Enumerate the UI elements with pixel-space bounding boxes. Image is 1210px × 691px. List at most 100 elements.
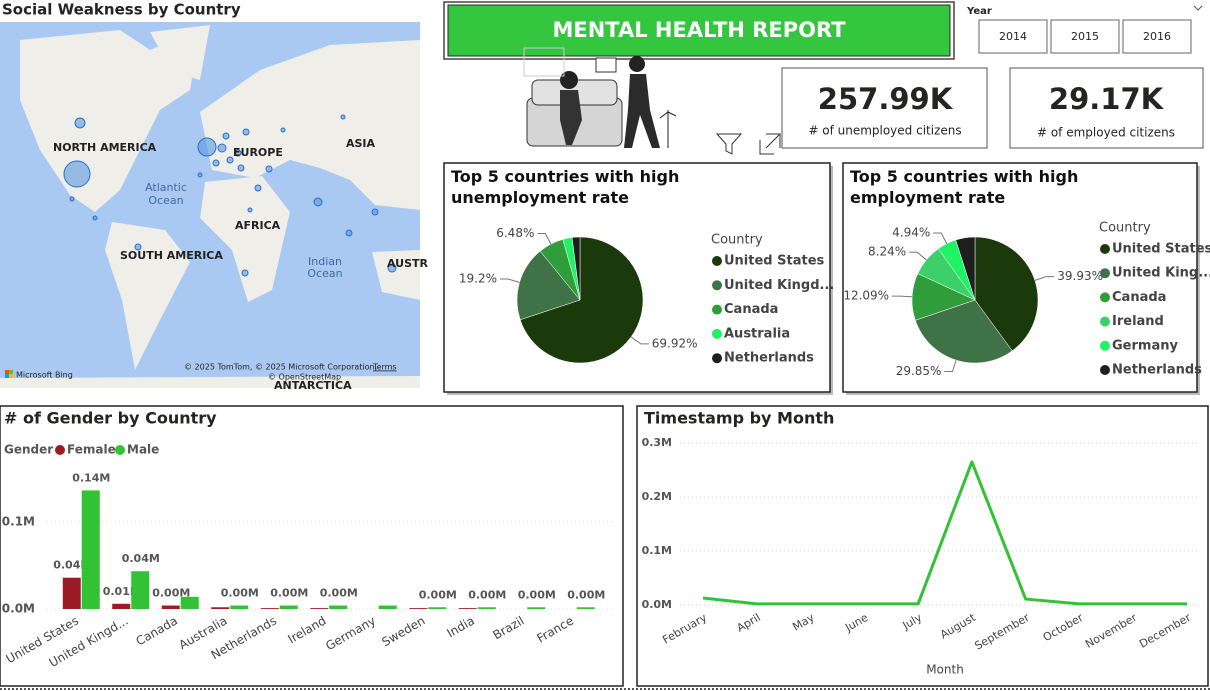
map-osm[interactable]: © OpenStreetMap <box>268 373 341 382</box>
data-label: 0.00M <box>221 587 259 600</box>
legend-title: Gender <box>4 443 53 457</box>
bar <box>428 607 447 609</box>
data-label: 0.04M <box>122 552 160 565</box>
legend-label[interactable]: Male <box>127 443 159 457</box>
leader-line <box>630 336 649 345</box>
map-label: Ocean <box>307 267 342 280</box>
header-title: MENTAL HEALTH REPORT <box>552 18 846 42</box>
legend-label[interactable]: Netherlands <box>724 351 814 366</box>
bar <box>161 605 180 609</box>
legend-label[interactable]: Netherlands <box>1112 363 1202 378</box>
bar <box>279 605 298 609</box>
legend-title: Country <box>711 233 763 248</box>
legend-label[interactable]: United King... <box>1112 266 1210 281</box>
slicer-option-label[interactable]: 2014 <box>999 30 1027 43</box>
bar <box>477 607 496 609</box>
bing-logo <box>5 370 9 374</box>
slicer-option[interactable] <box>1050 19 1120 54</box>
data-label: 39.93% <box>1057 269 1103 283</box>
legend-label[interactable]: United Kingd... <box>724 278 834 293</box>
legend-swatch <box>1100 244 1110 254</box>
data-label: 0.00M <box>567 588 605 601</box>
kpi-label: # of employed citizens <box>1037 126 1175 140</box>
map-provider: Microsoft Bing <box>16 371 73 380</box>
map-label: Atlantic <box>145 181 187 194</box>
bar <box>260 608 279 609</box>
line <box>702 460 1187 606</box>
bar <box>576 607 595 609</box>
y-tick-label: 0.2M <box>642 490 672 503</box>
data-label: 6.48% <box>496 226 534 240</box>
chart-title: Top 5 countries with high employment rat… <box>850 167 1079 207</box>
bar <box>112 603 131 609</box>
legend-label[interactable]: Canada <box>1112 290 1166 305</box>
kpi-label: # of unemployed citizens <box>808 124 961 138</box>
map-label: ANTARCTICA <box>274 379 352 392</box>
x-axis-title: Month <box>926 663 964 677</box>
map-bubbles <box>63 114 397 277</box>
map-label: EUROPE <box>233 146 283 159</box>
pie-slice <box>915 299 1013 364</box>
map-label: NORTH AMERICA <box>53 141 157 154</box>
bar <box>329 605 348 609</box>
panel <box>636 405 1209 687</box>
data-label: 0.00M <box>152 587 190 600</box>
data-label: 0.00M <box>468 588 506 601</box>
data-label: 12.09% <box>843 289 889 303</box>
bar <box>62 577 81 609</box>
legend-swatch <box>712 304 722 315</box>
chart-title: Timestamp by Month <box>644 409 834 428</box>
legend-swatch <box>712 256 722 266</box>
legend-swatch <box>712 328 722 339</box>
legend-label[interactable]: Australia <box>724 326 790 341</box>
slicer-option[interactable] <box>978 19 1048 54</box>
map-label: Ocean <box>148 194 183 207</box>
map-terms[interactable]: Terms <box>372 363 397 372</box>
legend-label[interactable]: Female <box>67 443 116 457</box>
map-label: AUSTR <box>387 257 429 270</box>
leader-line <box>944 359 957 373</box>
data-label: 0.00M <box>419 588 457 601</box>
legend-label[interactable]: United States <box>724 254 825 269</box>
data-label: 29.85% <box>896 364 942 378</box>
legend-label[interactable]: Canada <box>724 302 778 317</box>
slicer-option-label[interactable]: 2016 <box>1143 30 1171 43</box>
y-tick-label: 0.0M <box>642 598 672 611</box>
chart-title: # of Gender by Country <box>4 409 217 428</box>
map-attribution: © 2025 TomTom, © 2025 Microsoft Corporat… <box>184 363 377 372</box>
data-label: 4.94% <box>892 226 930 240</box>
bar <box>81 490 100 609</box>
map-label: SOUTH AMERICA <box>120 249 223 262</box>
y-tick-label: 0.1M <box>642 544 672 557</box>
legend-label[interactable]: United States <box>1112 242 1210 257</box>
slicer-title: Year <box>966 6 992 17</box>
filter-icon[interactable] <box>715 133 743 155</box>
slicer-option[interactable] <box>1122 19 1192 54</box>
map-land <box>0 25 420 388</box>
legend-label[interactable]: Germany <box>1112 338 1178 353</box>
bar <box>131 571 150 609</box>
legend-swatch <box>1100 340 1110 351</box>
bar <box>458 608 477 609</box>
leader-line <box>892 295 913 298</box>
map-label: AFRICA <box>235 219 281 232</box>
leader-line <box>500 278 520 283</box>
pie-slice <box>571 236 581 301</box>
panel <box>0 405 624 687</box>
slicer-option-label[interactable]: 2015 <box>1071 30 1099 43</box>
map-label: ASIA <box>346 137 376 150</box>
legend-swatch <box>115 445 125 455</box>
data-label: 19.2% <box>459 271 497 285</box>
bar <box>180 596 199 609</box>
legend-label[interactable]: Ireland <box>1112 314 1164 329</box>
slicer-chevron[interactable] <box>1193 5 1203 11</box>
y-tick-label: 0.0M <box>2 602 35 616</box>
bing-logo <box>5 374 9 378</box>
bar <box>310 608 329 609</box>
pie-slice <box>955 236 976 301</box>
y-tick-label: 0.1M <box>2 515 35 529</box>
focus-icon[interactable] <box>759 133 781 155</box>
data-label: 69.92% <box>652 336 698 350</box>
